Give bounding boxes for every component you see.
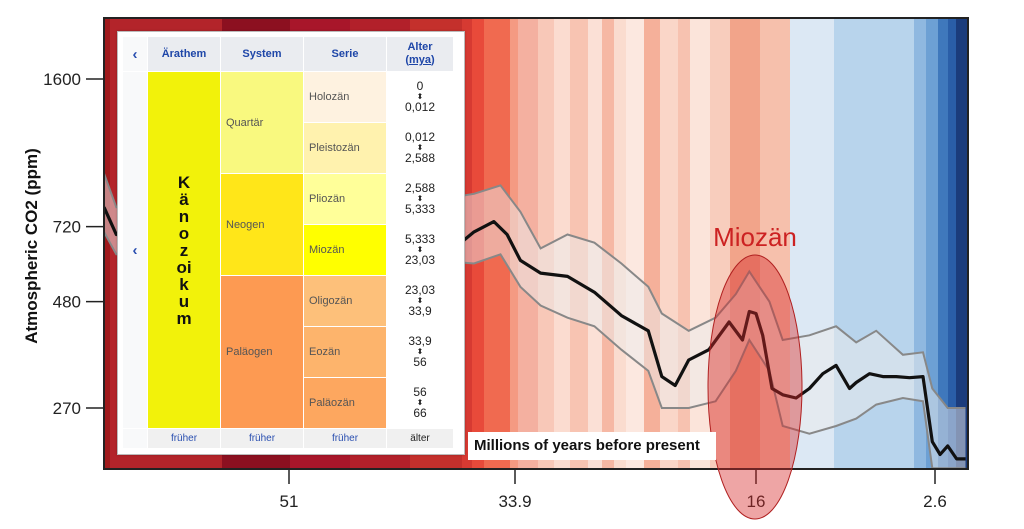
age-from: 23,03: [404, 283, 436, 297]
header-alter-label: Alter: [407, 41, 433, 53]
age-from: 5,333: [404, 232, 436, 246]
nav-side-icon[interactable]: ‹: [122, 71, 148, 429]
header-system: System: [220, 36, 304, 72]
footer-alter: älter: [386, 428, 454, 449]
x-axis-label: Millions of years before present: [474, 437, 700, 454]
header-mya-link[interactable]: mya: [408, 54, 432, 66]
x-tick-label: 2.6: [923, 492, 947, 511]
stratigraphy-table: ‹ Ärathem System Serie Alter (mya) ‹ Kän…: [122, 36, 454, 449]
warming-stripe: [948, 18, 956, 469]
x-tick-label: 33.9: [498, 492, 531, 511]
series-upper-uncertainty: [104, 173, 966, 409]
serie-palaeozaen: Paläozän: [303, 377, 387, 429]
warming-stripe: [956, 18, 968, 469]
age-eozaen: 33,9 ⬍ 56: [386, 326, 454, 378]
serie-pliozaen: Pliozän: [303, 173, 387, 225]
system-neogen: Neogen: [220, 173, 304, 276]
footer-system-link[interactable]: früher: [220, 428, 304, 449]
footer-arathem-link[interactable]: früher: [147, 428, 221, 449]
warming-stripe: [626, 18, 644, 469]
warming-stripe: [614, 18, 626, 469]
age-from: 0,012: [404, 130, 436, 144]
x-tick-label: 16: [747, 492, 766, 511]
y-axis-label: Atmospheric CO2 (ppm): [22, 148, 41, 344]
warming-stripe: [926, 18, 938, 469]
warming-stripe: [602, 18, 614, 469]
series-lower-uncertainty: [104, 231, 966, 469]
nav-back-icon[interactable]: ‹: [122, 36, 148, 72]
serie-miozaen: Miozän: [303, 224, 387, 276]
age-pleistozaen: 0,012 ⬍ 2,588: [386, 122, 454, 174]
age-to: 23,03: [404, 253, 436, 267]
header-arathem: Ärathem: [147, 36, 221, 72]
age-to: 0,012: [404, 100, 436, 114]
header-alter: Alter (mya): [386, 36, 454, 72]
eon-cell: Känozoikum: [147, 71, 221, 429]
serie-oligozaen: Oligozän: [303, 275, 387, 327]
warming-stripe: [938, 18, 948, 469]
age-to: 66: [413, 406, 427, 420]
warming-stripe: [730, 18, 760, 469]
x-axis-label-box: Millions of years before present: [468, 432, 716, 460]
warming-stripe: [644, 18, 660, 469]
age-to: 33,9: [408, 304, 432, 318]
footer-serie-link[interactable]: früher: [303, 428, 387, 449]
age-to: 5,333: [404, 202, 436, 216]
x-tick-label: 51: [280, 492, 299, 511]
age-holozaen: 0 ⬍ 0,012: [386, 71, 454, 123]
y-tick-label: 480: [53, 293, 81, 312]
age-to: 56: [413, 355, 427, 369]
serie-eozaen: Eozän: [303, 326, 387, 378]
serie-pleistozaen: Pleistozän: [303, 122, 387, 174]
plot-frame: [103, 17, 969, 470]
footer-spacer: [122, 428, 148, 449]
header-serie: Serie: [303, 36, 387, 72]
miozaen-annotation: Miozän: [713, 222, 797, 252]
system-palaeogen: Paläogen: [220, 275, 304, 429]
y-tick-label: 270: [53, 399, 81, 418]
series-co2-mean: [104, 206, 966, 461]
warming-stripe: [104, 18, 110, 469]
warming-stripe: [538, 18, 554, 469]
age-to: 2,588: [404, 151, 436, 165]
miozaen-highlight-ellipse: [707, 254, 803, 520]
age-from: 0: [416, 79, 424, 93]
serie-holozaen: Holozän: [303, 71, 387, 123]
age-from: 33,9: [408, 334, 432, 348]
age-palaeozaen: 56 ⬍ 66: [386, 377, 454, 429]
eon-label: Känozoikum: [176, 172, 192, 328]
stratigraphy-table-panel: ‹ Ärathem System Serie Alter (mya) ‹ Kän…: [117, 31, 465, 455]
y-tick-label: 720: [53, 218, 81, 237]
age-pliozaen: 2,588 ⬍ 5,333: [386, 173, 454, 225]
age-from: 56: [413, 385, 427, 399]
system-quartaer: Quartär: [220, 71, 304, 174]
age-oligozaen: 23,03 ⬍ 33,9: [386, 275, 454, 327]
age-miozaen: 5,333 ⬍ 23,03: [386, 224, 454, 276]
y-tick-label: 1600: [43, 70, 81, 89]
age-from: 2,588: [404, 181, 436, 195]
